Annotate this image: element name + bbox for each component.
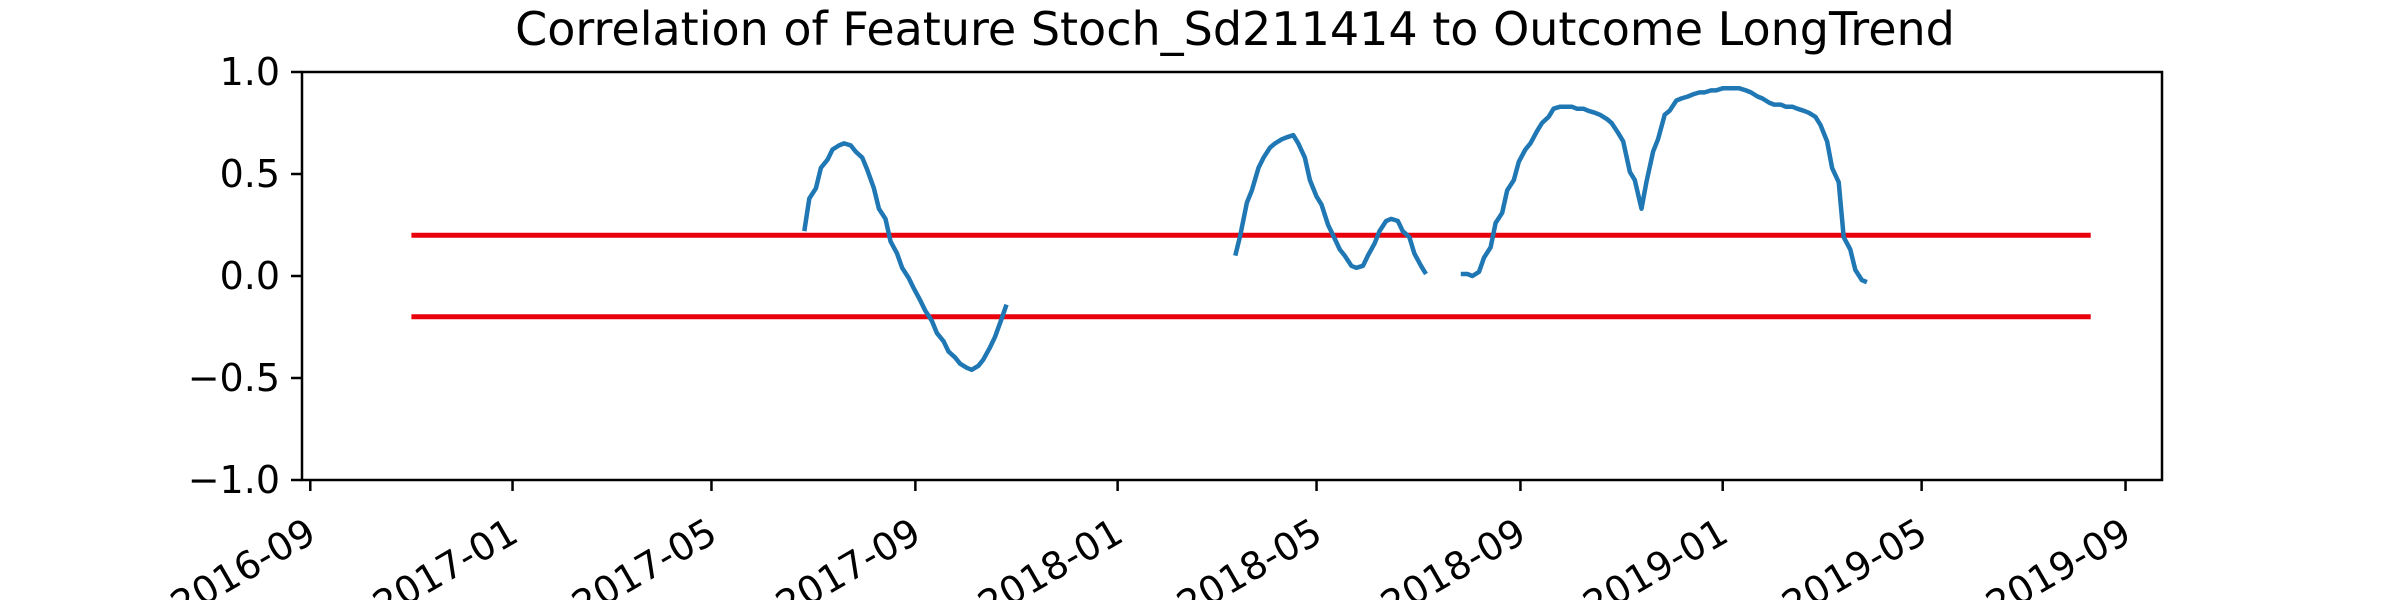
y-axis: 1.0 0.5 0.0 −0.5 −1.0 [188, 50, 302, 502]
y-tick-label: 0.0 [220, 254, 280, 298]
y-tick-label: 0.5 [220, 152, 280, 196]
x-tick-label: 2018-05 [1170, 510, 1330, 600]
series-line [802, 86, 1868, 373]
x-axis: 2016-09 2017-01 2017-05 2017-09 2018-01 2018-… [163, 480, 2138, 600]
x-tick-label: 2019-09 [1979, 510, 2139, 600]
y-tick-label: −1.0 [188, 458, 280, 502]
y-tick-label: 1.0 [220, 50, 280, 94]
x-tick-label: 2017-05 [564, 510, 724, 600]
x-tick-label: 2016-09 [163, 510, 323, 600]
x-tick-label: 2018-01 [971, 510, 1131, 600]
y-tick-label: −0.5 [188, 356, 280, 400]
series-segment-2 [1233, 132, 1428, 276]
series-segment-1 [802, 141, 1009, 373]
x-tick-label: 2019-01 [1576, 510, 1736, 600]
plot-frame [300, 70, 2164, 482]
threshold-lines [411, 232, 2091, 320]
x-tick-label: 2019-05 [1775, 510, 1935, 600]
x-tick-label: 2017-09 [768, 510, 928, 600]
series-segment-3 [1460, 86, 1868, 285]
chart-title: Correlation of Feature Stoch_Sd211414 to… [515, 2, 1955, 56]
x-tick-label: 2018-09 [1373, 510, 1533, 600]
x-tick-label: 2017-01 [366, 510, 526, 600]
